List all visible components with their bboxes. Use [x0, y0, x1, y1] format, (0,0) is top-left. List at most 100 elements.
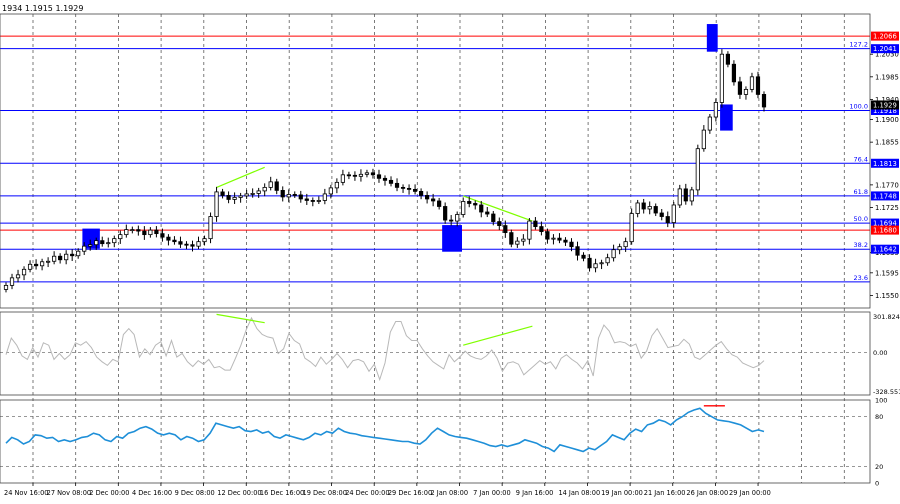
x-tick-label: 16 Dec 16:00 [260, 489, 304, 497]
candle-body [328, 187, 333, 195]
candle-body [21, 268, 27, 276]
candle-body [244, 193, 249, 197]
candle-body [340, 174, 345, 183]
candle [713, 98, 718, 122]
candle [280, 186, 285, 202]
candle-body [304, 198, 309, 201]
candle [431, 193, 436, 207]
rsi-series-line [5, 407, 765, 453]
candle-body [268, 181, 273, 188]
candle [82, 242, 87, 255]
x-tick-label: 9 Dec 08:00 [175, 489, 215, 497]
candle [737, 76, 743, 99]
candle [701, 125, 706, 152]
candle [400, 184, 406, 193]
candle-body [208, 216, 213, 240]
candle [148, 227, 153, 238]
candle-body [298, 194, 303, 200]
fib-level-badge-2: 1.1813 [873, 160, 897, 168]
candle [322, 188, 327, 205]
candle-body [641, 202, 646, 210]
candle-body [202, 238, 207, 243]
x-tick-label: 29 Jan 00:00 [729, 489, 771, 497]
candle [316, 196, 321, 204]
candle [328, 184, 333, 199]
candle-body [491, 213, 496, 222]
candle [695, 144, 700, 196]
candle-body [539, 226, 544, 233]
candle [689, 186, 694, 206]
x-tick-label: 27 Nov 08:00 [47, 489, 91, 497]
candle-body [527, 220, 532, 240]
candle-body [52, 255, 57, 262]
candle [509, 229, 514, 248]
candle-body [479, 204, 484, 213]
candle [100, 236, 105, 247]
y-tick-label: 1.1855 [875, 139, 899, 147]
candle [21, 266, 27, 281]
candle [39, 258, 45, 271]
cci-tick-label: -328.551 [873, 388, 900, 396]
candle [563, 237, 568, 246]
candle-body [653, 206, 658, 214]
fib-level-label-0: 127.2 [849, 41, 868, 49]
highlight-box-3 [442, 225, 463, 252]
candle [352, 171, 358, 181]
candle [166, 234, 171, 246]
cci-divergence-line-0 [216, 313, 265, 324]
candle [262, 183, 267, 197]
fib-level-badge-1: 1.1918 [873, 107, 897, 115]
red-level-badge-1: 1.1680 [873, 227, 897, 235]
y-tick-label: 1.1985 [875, 73, 899, 81]
red-level-badge-0-bg [871, 31, 899, 41]
candle [70, 249, 75, 262]
candle [647, 201, 652, 215]
candle-body [701, 129, 706, 150]
candle [118, 230, 123, 244]
candle-body [190, 244, 195, 247]
candle-body [46, 260, 51, 263]
x-tick-label: 9 Jan 16:00 [516, 489, 554, 497]
candle [172, 236, 177, 245]
candle [250, 188, 255, 198]
candle [455, 211, 460, 227]
candle-body [142, 230, 147, 236]
candle [88, 239, 93, 251]
candle [208, 212, 213, 244]
candle-body [617, 246, 622, 251]
candle-body [437, 200, 442, 207]
candle-body [557, 237, 562, 241]
candle [94, 237, 99, 250]
candle [653, 203, 658, 217]
candle [286, 189, 291, 203]
candle-body [737, 81, 743, 95]
candle-body [226, 195, 231, 200]
candle-body [473, 203, 478, 206]
candle-body [58, 255, 63, 261]
candle-body [659, 212, 664, 217]
candle [731, 60, 737, 86]
fib-level-label-5: 38.2 [854, 241, 868, 249]
x-tick-label: 7 Jan 00:00 [473, 489, 511, 497]
y-tick-label: 1.1940 [875, 96, 899, 104]
candle-body [94, 240, 99, 246]
candle-body [455, 214, 460, 222]
y-tick-label: 1.2030 [875, 51, 899, 59]
candle-body [76, 250, 81, 257]
level-layer: 127.2 100.0 76.4 61.8 50.0 38.2 23.6 [0, 35, 870, 283]
candle [184, 241, 189, 250]
x-tick-label: 4 Dec 16:00 [132, 489, 172, 497]
candle [346, 171, 352, 180]
candle-body [3, 284, 9, 290]
x-tick-label: 26 Jan 08:00 [686, 489, 728, 497]
candle-body [647, 206, 652, 210]
candle [190, 240, 195, 252]
candle [27, 260, 33, 273]
candle [382, 175, 388, 186]
candle-body [731, 63, 737, 83]
rsi-tick-label: 20 [875, 463, 883, 471]
candle [304, 193, 309, 205]
candle [274, 178, 279, 195]
candle [683, 183, 688, 205]
candle [9, 273, 15, 290]
